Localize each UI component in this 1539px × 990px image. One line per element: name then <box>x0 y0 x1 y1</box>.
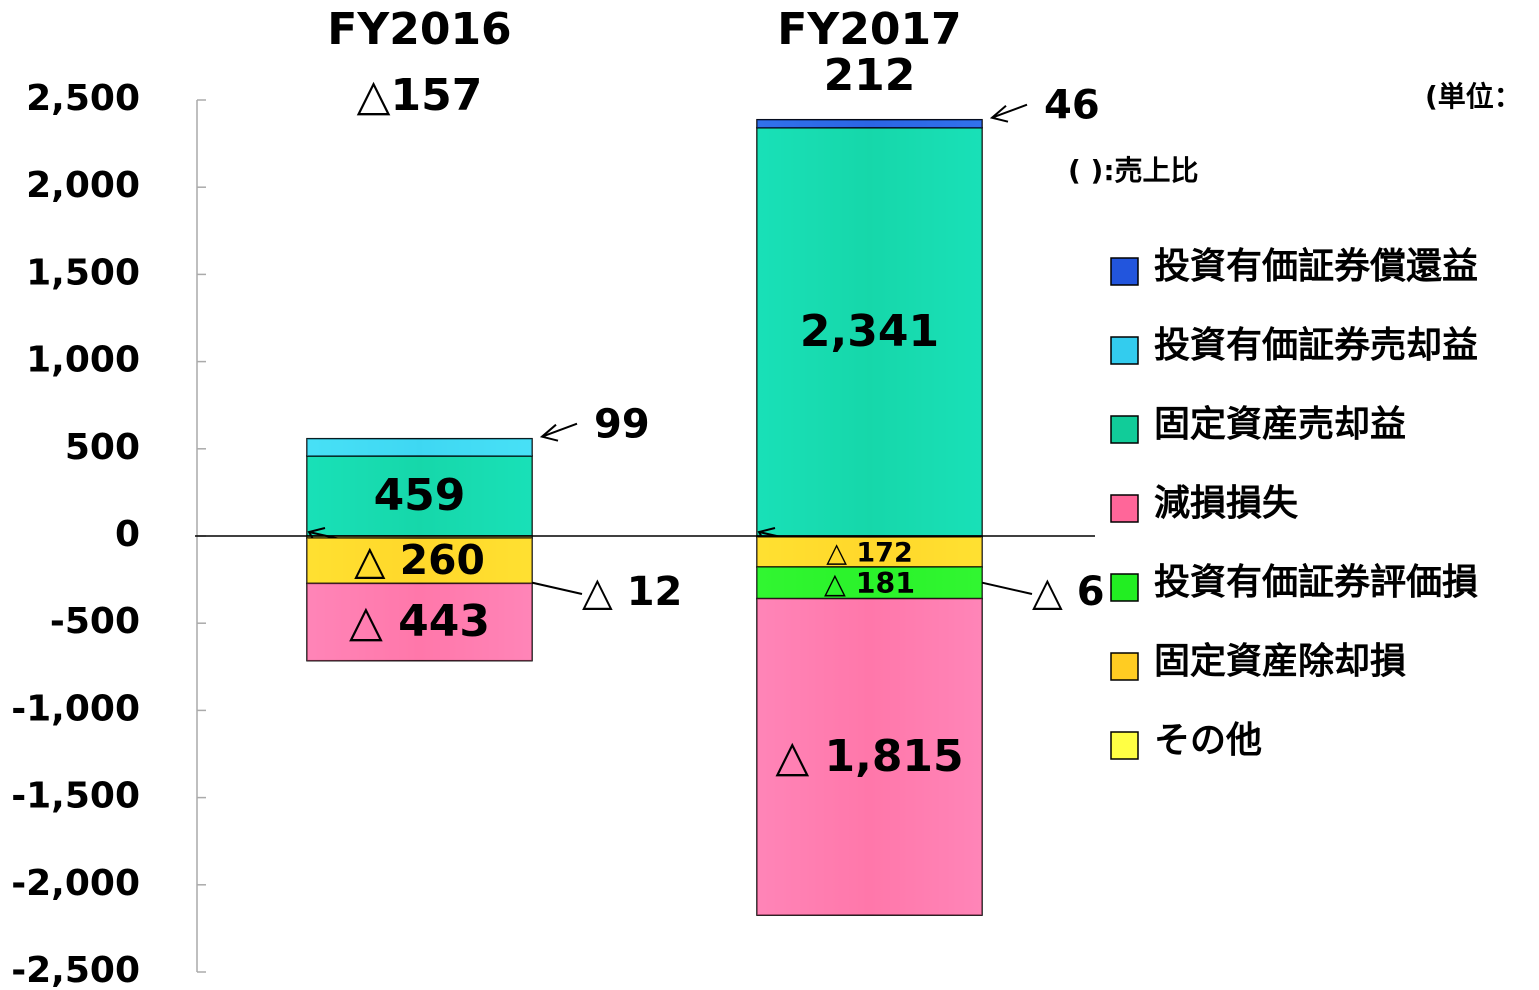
bar-shine <box>307 583 532 661</box>
legend-label: 投資有価証券償還益 <box>1154 246 1478 287</box>
bar-shine <box>307 536 532 539</box>
value-label: 46 <box>1044 83 1100 129</box>
y-tick-label: -2,500 <box>11 950 140 990</box>
y-tick-label: 1,500 <box>26 252 140 293</box>
legend-swatch <box>1110 652 1139 681</box>
value-label: 99 <box>594 402 650 448</box>
y-tick-label: -2,000 <box>11 863 140 904</box>
bar-shine <box>757 127 982 536</box>
legend-swatch <box>1110 731 1139 760</box>
y-tick-label: 0 <box>115 514 140 555</box>
ratio-note: ( ):売上比 <box>1068 154 1199 187</box>
arrow-head <box>989 104 1009 123</box>
total-label: △157 <box>357 70 483 121</box>
bar-shine <box>757 119 982 128</box>
legend-label: 投資有価証券評価損 <box>1154 562 1478 603</box>
bar-shine <box>757 598 982 916</box>
value-label: 2,341 <box>800 306 939 357</box>
total-label: 212 <box>824 50 916 101</box>
y-tick-label: -1,000 <box>11 688 140 729</box>
legend-label: 固定資産除却損 <box>1154 641 1406 682</box>
legend-label: 減損損失 <box>1154 483 1299 524</box>
y-tick-label: -500 <box>50 601 140 642</box>
value-label: △ 1,815 <box>775 731 963 782</box>
bar-shine <box>307 538 532 584</box>
category-label: FY2017 <box>777 4 961 55</box>
legend-swatch <box>1110 573 1139 602</box>
legend-swatch <box>1110 257 1139 286</box>
value-label: △ 12 <box>582 569 682 615</box>
value-label: △ 181 <box>824 567 915 600</box>
value-label: △ 260 <box>354 536 485 584</box>
y-tick-label: 1,000 <box>26 340 140 381</box>
legend-label: その他 <box>1154 720 1262 761</box>
category-label: FY2016 <box>327 4 511 55</box>
y-tick-label: 2,500 <box>26 78 140 119</box>
bar-shine <box>757 567 982 599</box>
value-label: 459 <box>374 470 466 521</box>
legend-swatch <box>1110 494 1139 523</box>
value-label: △ 443 <box>349 596 490 647</box>
bar-shine <box>757 537 982 568</box>
value-label: △ 6 <box>1032 569 1105 615</box>
unit-note: (単位： <box>1425 80 1522 113</box>
label-arrow <box>541 422 578 438</box>
bar-shine <box>307 438 532 456</box>
y-tick-label: 2,000 <box>26 165 140 206</box>
legend-swatch <box>1110 415 1139 444</box>
arrow-head <box>539 423 559 442</box>
legend-label: 固定資産売却益 <box>1154 404 1406 445</box>
y-tick-label: -1,500 <box>11 776 140 817</box>
legend-label: 投資有価証券売却益 <box>1154 325 1478 366</box>
legend-swatch <box>1110 336 1139 365</box>
bar-shine <box>307 455 532 536</box>
label-arrow <box>991 103 1028 119</box>
value-label: △ 172 <box>826 538 912 569</box>
y-tick-label: 500 <box>65 427 140 468</box>
